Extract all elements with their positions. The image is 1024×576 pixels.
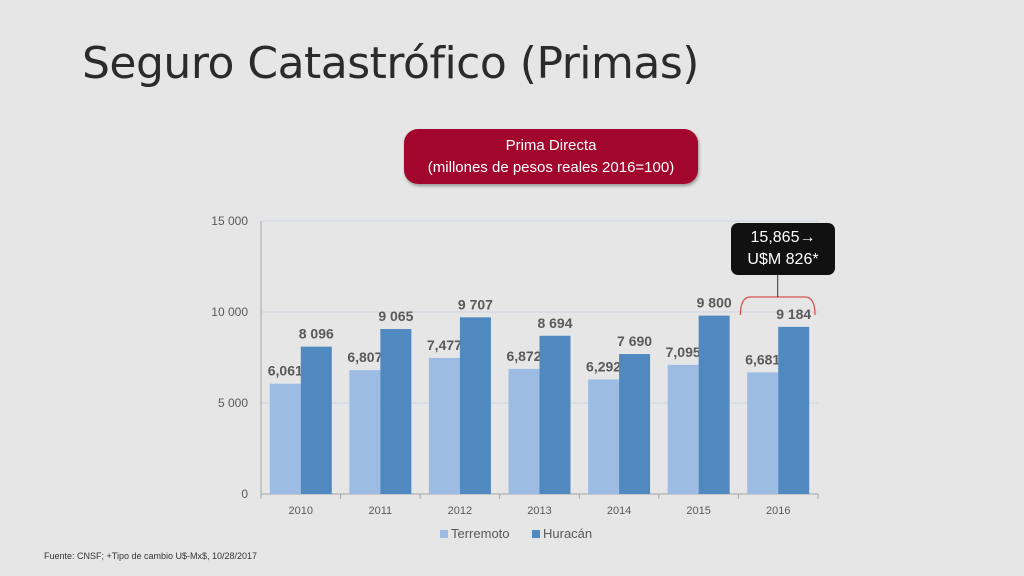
data-label: 9 065 bbox=[378, 308, 413, 324]
x-tick-label: 2012 bbox=[448, 505, 472, 517]
x-tick-label: 2015 bbox=[686, 505, 710, 517]
x-tick-label: 2010 bbox=[289, 505, 313, 517]
data-label: 8 096 bbox=[299, 326, 334, 342]
bar-huracan bbox=[300, 346, 332, 494]
data-label: 7 690 bbox=[617, 333, 652, 349]
bar-terremoto bbox=[747, 372, 779, 494]
bar-huracan bbox=[698, 315, 730, 494]
y-tick-label: 15 000 bbox=[211, 214, 248, 228]
x-tick-label: 2011 bbox=[369, 505, 393, 517]
bar-huracan bbox=[539, 335, 571, 494]
bar-terremoto bbox=[269, 383, 301, 494]
source-note: Fuente: CNSF; +Tipo de cambio U$-Mx$, 10… bbox=[44, 551, 258, 561]
data-label: 9 800 bbox=[697, 295, 732, 311]
data-label: 6,292 bbox=[586, 358, 621, 374]
bar-terremoto bbox=[508, 368, 540, 494]
bar-terremoto bbox=[349, 370, 381, 494]
bar-huracan bbox=[380, 329, 412, 494]
data-label: 6,807 bbox=[347, 349, 382, 365]
page-title: Seguro Catastrófico (Primas) bbox=[82, 38, 699, 89]
y-tick-label: 0 bbox=[241, 487, 248, 501]
total-callout: 15,865→ U$M 826* bbox=[731, 223, 835, 275]
data-label: 9 184 bbox=[776, 306, 811, 322]
bar-terremoto bbox=[428, 357, 460, 494]
data-label: 6,061 bbox=[268, 363, 303, 379]
y-tick-label: 5 000 bbox=[218, 396, 248, 410]
badge-line-1: Prima Directa bbox=[505, 136, 597, 154]
callout-line-2: U$M 826* bbox=[747, 251, 819, 268]
bar-huracan bbox=[778, 326, 810, 494]
callout-total: 15,865 bbox=[750, 229, 800, 246]
data-label: 8 694 bbox=[537, 315, 572, 331]
x-tick-label: 2016 bbox=[766, 505, 790, 517]
bar-huracan bbox=[459, 317, 491, 494]
bar-terremoto bbox=[667, 364, 699, 494]
x-tick-label: 2014 bbox=[607, 505, 631, 517]
data-label: 6,872 bbox=[506, 348, 541, 364]
legend-entry: Terremoto bbox=[451, 526, 510, 541]
bar-huracan bbox=[619, 354, 651, 494]
data-label: 9 707 bbox=[458, 296, 493, 312]
data-label: 7,095 bbox=[666, 344, 701, 360]
data-label: 6,681 bbox=[745, 351, 780, 367]
callout-line-1: 15,865→ bbox=[731, 227, 835, 249]
bar-terremoto bbox=[588, 379, 620, 494]
data-label: 7,477 bbox=[427, 337, 462, 353]
arrow-right-icon: → bbox=[799, 229, 816, 246]
legend-entry: Huracán bbox=[543, 526, 592, 541]
prima-directa-badge: Prima Directa (millones de pesos reales … bbox=[404, 129, 698, 184]
y-tick-label: 10 000 bbox=[211, 305, 248, 319]
x-tick-label: 2013 bbox=[527, 505, 551, 517]
legend-swatch bbox=[440, 530, 448, 538]
badge-line-2: (millones de pesos reales 2016=100) bbox=[427, 158, 675, 176]
legend-swatch bbox=[532, 530, 540, 538]
